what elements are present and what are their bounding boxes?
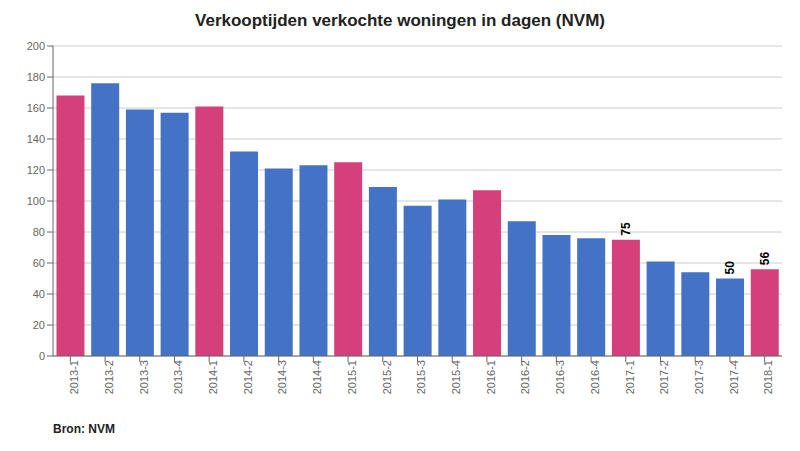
- svg-text:2016-3: 2016-3: [554, 360, 566, 394]
- svg-text:2015-3: 2015-3: [415, 360, 427, 394]
- svg-text:56: 56: [758, 252, 772, 266]
- svg-text:40: 40: [33, 288, 45, 300]
- svg-text:2014-1: 2014-1: [207, 360, 219, 394]
- svg-text:2015-1: 2015-1: [346, 360, 358, 394]
- svg-text:2013-3: 2013-3: [138, 360, 150, 394]
- svg-text:160: 160: [27, 102, 45, 114]
- svg-text:20: 20: [33, 319, 45, 331]
- svg-text:75: 75: [619, 222, 633, 236]
- svg-text:2013-4: 2013-4: [172, 360, 184, 394]
- svg-text:2017-4: 2017-4: [728, 360, 740, 394]
- svg-text:2014-4: 2014-4: [311, 360, 323, 394]
- svg-text:2017-3: 2017-3: [693, 360, 705, 394]
- svg-text:2015-4: 2015-4: [450, 360, 462, 394]
- svg-text:140: 140: [27, 133, 45, 145]
- html-text:Bron: NVM: Bron: NVM: [53, 422, 115, 436]
- svg-text:2014-2: 2014-2: [242, 360, 254, 394]
- svg-text:2013-2: 2013-2: [103, 360, 115, 394]
- html-text:Verkooptijden verkochte woning: Verkooptijden verkochte woningen in dage…: [195, 11, 605, 30]
- svg-text:0: 0: [39, 350, 45, 362]
- svg-text:2016-1: 2016-1: [485, 360, 497, 394]
- svg-text:50: 50: [723, 261, 737, 275]
- svg-text:2014-3: 2014-3: [276, 360, 288, 394]
- svg-text:180: 180: [27, 71, 45, 83]
- svg-text:2016-4: 2016-4: [589, 360, 601, 394]
- svg-text:80: 80: [33, 226, 45, 238]
- svg-text:2013-1: 2013-1: [68, 360, 80, 394]
- svg-text:2016-2: 2016-2: [519, 360, 531, 394]
- svg-text:200: 200: [27, 40, 45, 52]
- svg-text:2017-1: 2017-1: [624, 360, 636, 394]
- svg-text:2017-2: 2017-2: [658, 360, 670, 394]
- svg-text:120: 120: [27, 164, 45, 176]
- svg-text:60: 60: [33, 257, 45, 269]
- svg-text:2018-1: 2018-1: [762, 360, 774, 394]
- svg-text:2015-2: 2015-2: [381, 360, 393, 394]
- svg-text:100: 100: [27, 195, 45, 207]
